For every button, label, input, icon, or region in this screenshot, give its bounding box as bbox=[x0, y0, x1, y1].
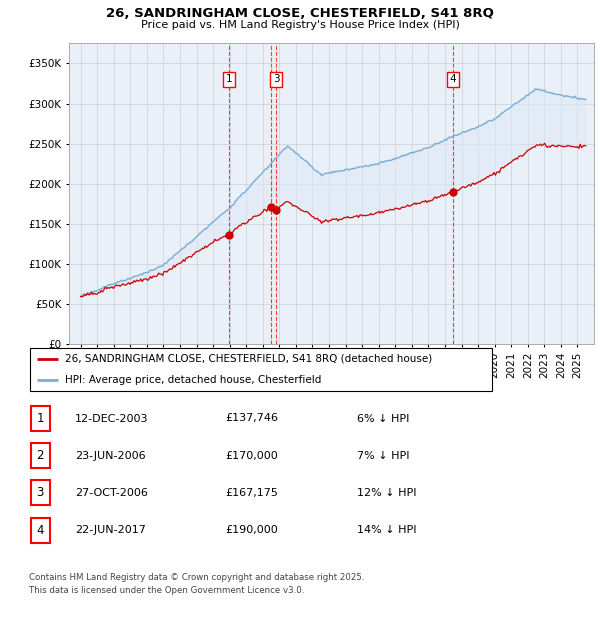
Text: HPI: Average price, detached house, Chesterfield: HPI: Average price, detached house, Ches… bbox=[65, 374, 321, 384]
Text: 2: 2 bbox=[37, 450, 44, 462]
Text: This data is licensed under the Open Government Licence v3.0.: This data is licensed under the Open Gov… bbox=[29, 586, 304, 595]
Text: 14% ↓ HPI: 14% ↓ HPI bbox=[357, 525, 416, 535]
FancyBboxPatch shape bbox=[31, 443, 50, 468]
FancyBboxPatch shape bbox=[31, 518, 50, 542]
Text: 4: 4 bbox=[449, 74, 456, 84]
Text: 22-JUN-2017: 22-JUN-2017 bbox=[75, 525, 146, 535]
Text: 6% ↓ HPI: 6% ↓ HPI bbox=[357, 414, 409, 423]
Text: Contains HM Land Registry data © Crown copyright and database right 2025.: Contains HM Land Registry data © Crown c… bbox=[29, 574, 364, 583]
Text: £170,000: £170,000 bbox=[225, 451, 278, 461]
Text: 27-OCT-2006: 27-OCT-2006 bbox=[75, 488, 148, 498]
Text: £137,746: £137,746 bbox=[225, 414, 278, 423]
Text: 4: 4 bbox=[37, 524, 44, 536]
Text: 12% ↓ HPI: 12% ↓ HPI bbox=[357, 488, 416, 498]
Text: 1: 1 bbox=[37, 412, 44, 425]
FancyBboxPatch shape bbox=[31, 480, 50, 505]
Text: Price paid vs. HM Land Registry's House Price Index (HPI): Price paid vs. HM Land Registry's House … bbox=[140, 20, 460, 30]
Text: 3: 3 bbox=[37, 487, 44, 499]
Text: 26, SANDRINGHAM CLOSE, CHESTERFIELD, S41 8RQ (detached house): 26, SANDRINGHAM CLOSE, CHESTERFIELD, S41… bbox=[65, 353, 432, 363]
Text: 12-DEC-2003: 12-DEC-2003 bbox=[75, 414, 149, 423]
Text: £190,000: £190,000 bbox=[225, 525, 278, 535]
Text: 1: 1 bbox=[226, 74, 232, 84]
Text: 26, SANDRINGHAM CLOSE, CHESTERFIELD, S41 8RQ: 26, SANDRINGHAM CLOSE, CHESTERFIELD, S41… bbox=[106, 7, 494, 20]
Text: £167,175: £167,175 bbox=[225, 488, 278, 498]
Text: 3: 3 bbox=[273, 74, 280, 84]
Text: 7% ↓ HPI: 7% ↓ HPI bbox=[357, 451, 409, 461]
FancyBboxPatch shape bbox=[31, 406, 50, 431]
Text: 23-JUN-2006: 23-JUN-2006 bbox=[75, 451, 146, 461]
